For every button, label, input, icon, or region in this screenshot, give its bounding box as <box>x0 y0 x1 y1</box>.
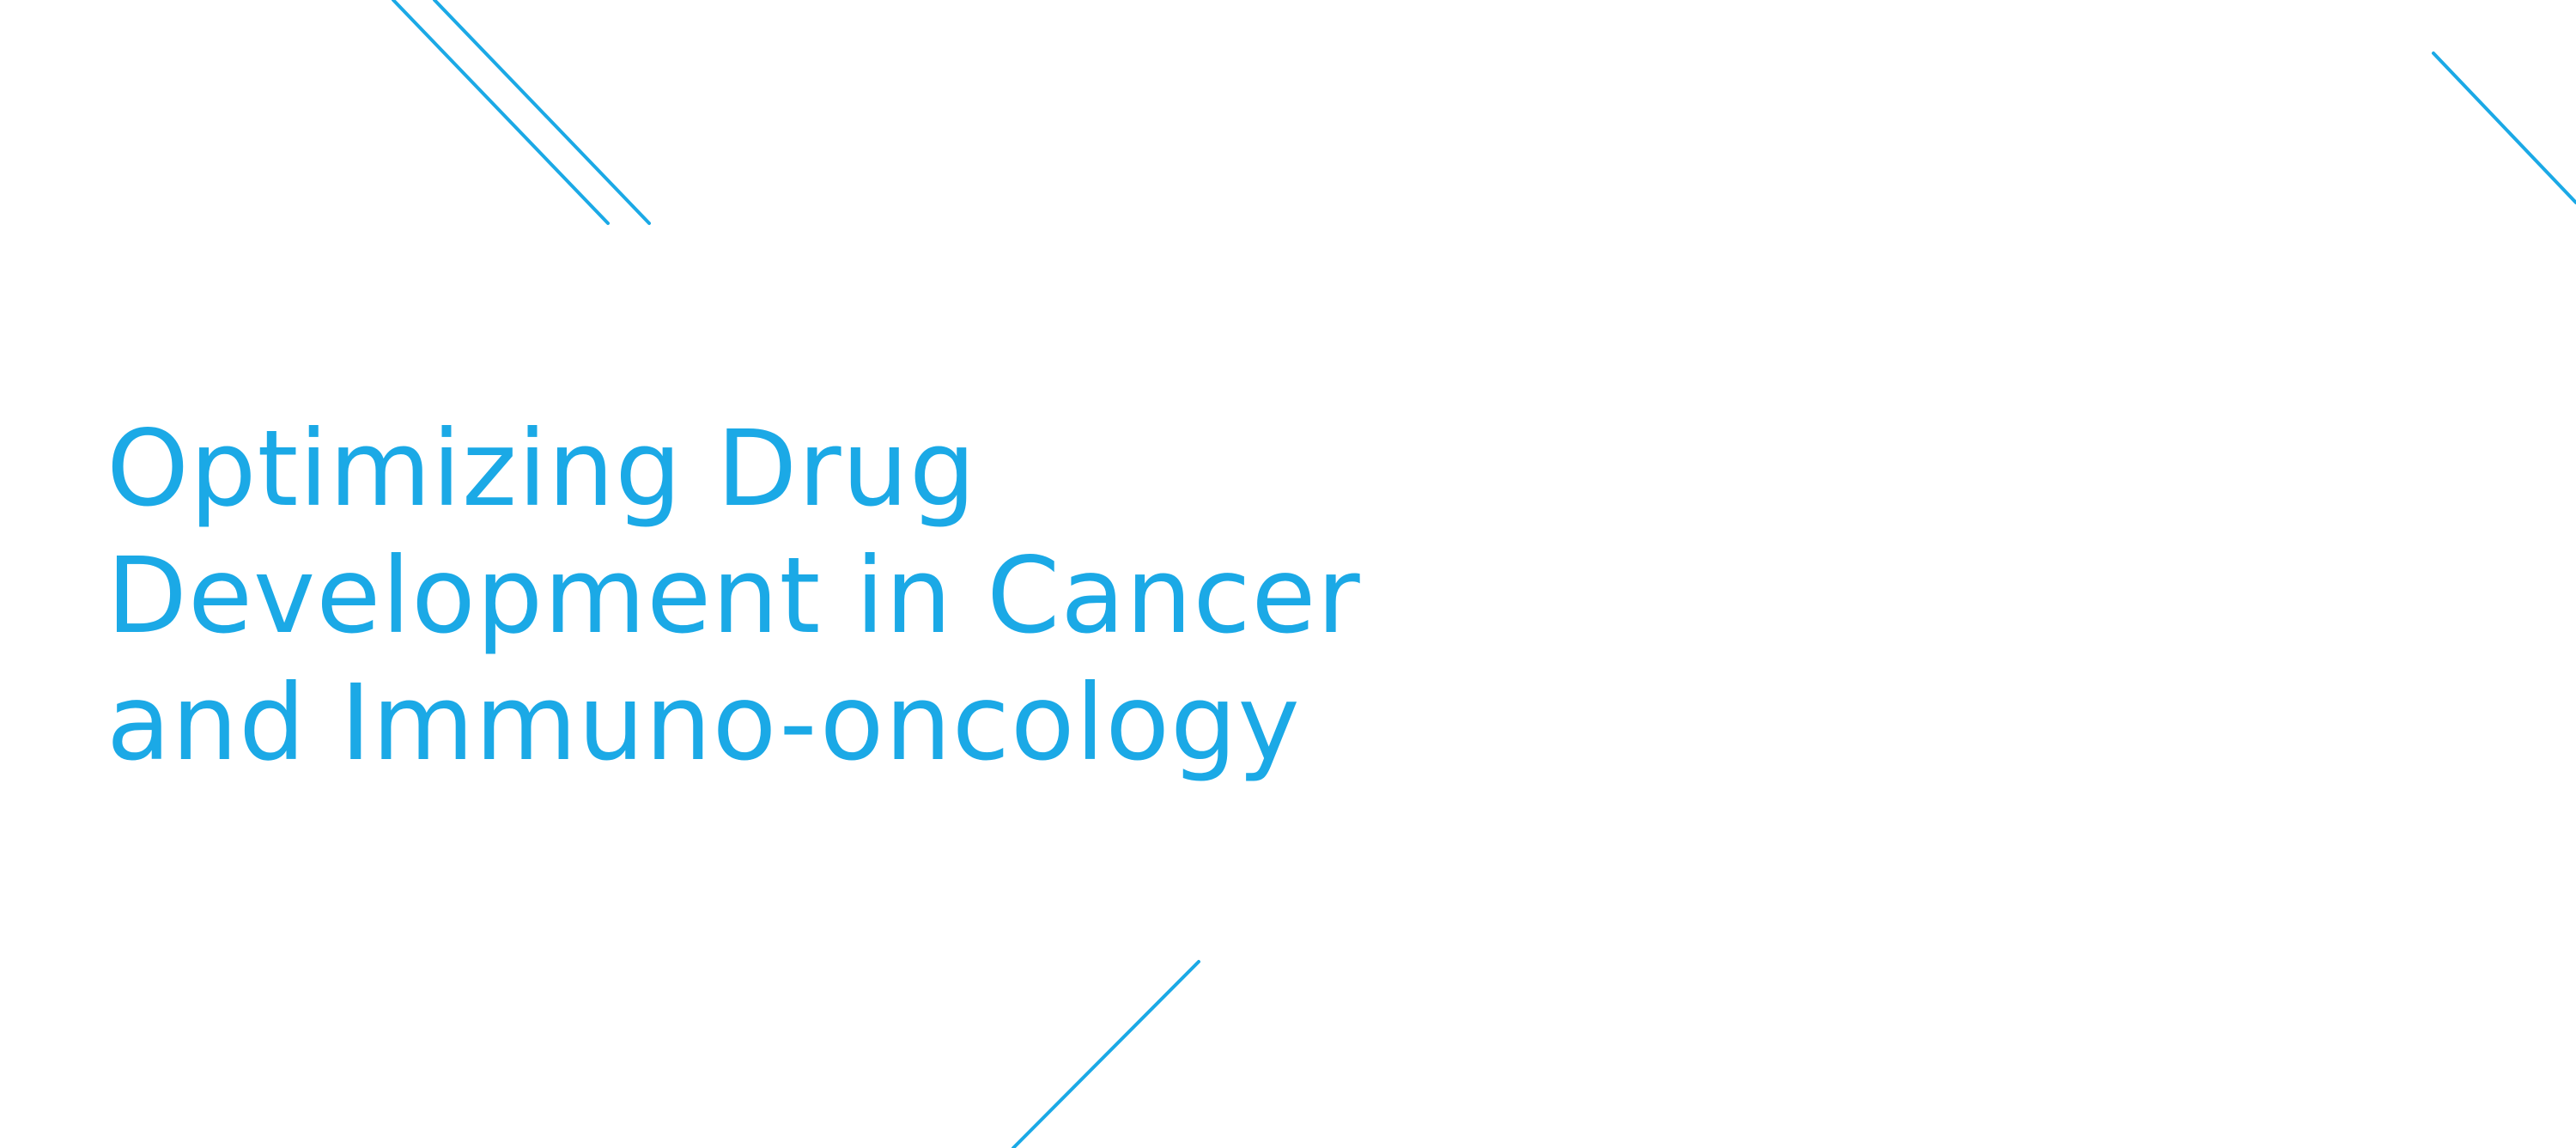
decorative-line-top-right <box>2432 52 2576 204</box>
slide-title-line-1: Optimizing Drug <box>106 408 977 530</box>
decorative-line-top-left-1 <box>392 0 610 225</box>
slide-title: Optimizing Drug Development in Cancer an… <box>106 405 1361 787</box>
decorative-line-bottom <box>1012 960 1200 1148</box>
slide-title-line-3: and Immuno-oncology <box>106 662 1301 784</box>
slide-title-line-2: Development in Cancer <box>106 535 1361 657</box>
decorative-line-top-left-2 <box>433 0 651 225</box>
